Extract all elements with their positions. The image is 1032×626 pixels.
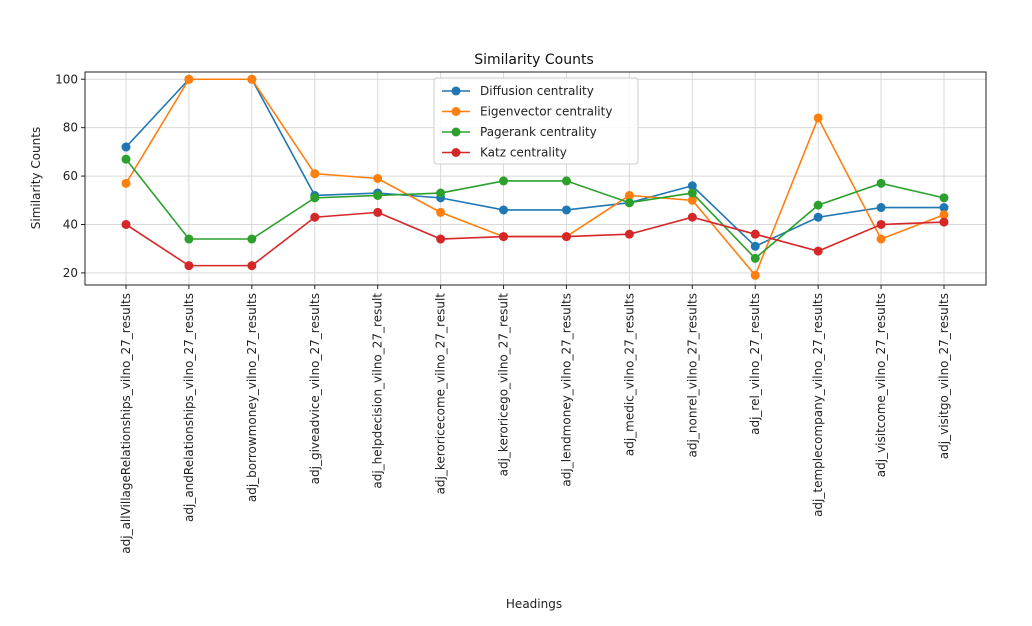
x-tick-label: adj_visitcome_vilno_27_results (874, 293, 888, 477)
series-pagerank-centrality (121, 154, 949, 263)
y-tick-label: 80 (63, 121, 78, 135)
data-point (687, 188, 697, 198)
data-point (373, 174, 383, 183)
data-point (561, 176, 571, 186)
x-tick-label: adj_nonrel_vilno_27_results (685, 293, 699, 457)
data-point (121, 154, 131, 164)
data-point (813, 200, 823, 210)
data-point (939, 217, 949, 227)
data-point (876, 234, 886, 244)
data-point (310, 193, 320, 203)
legend: Diffusion centrality Eigenvector centrali… (433, 77, 639, 165)
y-axis-title: Similarity Counts (29, 127, 43, 229)
data-point (750, 270, 760, 280)
x-tick-label: adj_andRelationships_vilno_27_results (182, 293, 196, 522)
data-point (436, 207, 446, 217)
x-axis-title: Headings (506, 597, 562, 611)
y-tick-label: 20 (63, 266, 78, 280)
data-point (687, 181, 697, 191)
legend-label: Diffusion centrality (480, 84, 594, 98)
data-point (184, 261, 194, 271)
data-point (499, 232, 509, 242)
axes: 20 40 60 80 100 adj_allVillageRelationships_v… (55, 71, 987, 554)
data-point (121, 142, 131, 152)
legend-label: Eigenvector centrality (480, 105, 612, 119)
data-point (310, 169, 320, 179)
series-katz-centrality (121, 207, 949, 271)
plot-frame (84, 71, 987, 286)
data-point (876, 219, 886, 229)
data-point (939, 210, 949, 220)
y-tick-label: 40 (63, 217, 78, 231)
data-point (939, 193, 949, 203)
legend-item: Diffusion centrality (442, 84, 594, 98)
data-point (499, 205, 509, 215)
legend-marker (451, 86, 461, 96)
legend-item: Pagerank centrality (442, 125, 597, 139)
data-point (624, 190, 634, 200)
data-point (939, 203, 949, 213)
data-point (247, 234, 257, 244)
x-tick-label: adj_keroricecome_vilno_27_result (434, 293, 448, 495)
series-line (125, 158, 945, 260)
legend-label: Katz centrality (480, 146, 567, 160)
data-point (750, 229, 760, 239)
data-point (561, 205, 571, 215)
data-point (813, 212, 823, 222)
x-tick-label: adj_templecompany_vilno_27_results (811, 293, 825, 517)
x-tick-label: adj_medic_vilno_27_results (622, 293, 636, 456)
data-point (436, 188, 446, 198)
series-line (125, 211, 945, 267)
data-point (687, 212, 697, 222)
data-point (876, 203, 886, 213)
x-tick-label: adj_giveadvice_vilno_27_results (308, 293, 322, 484)
data-point (813, 113, 823, 123)
x-tick-label: adj_visitgo_vilno_27_results (937, 293, 951, 459)
data-point (373, 190, 383, 200)
legend-marker (451, 127, 461, 137)
y-tick-label: 100 (55, 72, 78, 86)
data-point (624, 229, 634, 239)
series-line (125, 78, 944, 248)
x-tick-label: adj_keroricego_vilno_27_result (497, 293, 511, 477)
data-point (247, 261, 257, 271)
data-point (687, 195, 697, 205)
x-tick-label: adj_lendmoney_vilno_27_results (559, 293, 573, 487)
series-layer (121, 74, 949, 280)
chart-title: Similarity Counts (474, 52, 594, 68)
y-tick-label: 60 (63, 169, 78, 183)
x-tick-label: adj_rel_vilno_27_results (748, 293, 762, 435)
x-tick-label: adj_borrowmoney_vilno_27_results (245, 293, 259, 502)
data-point (750, 241, 760, 251)
data-point (184, 234, 194, 244)
data-point (184, 74, 194, 84)
legend-marker (451, 148, 461, 157)
legend-marker (451, 107, 461, 116)
data-point (750, 253, 760, 263)
legend-item: Eigenvector centrality (442, 105, 612, 119)
data-point (373, 207, 383, 217)
data-point (121, 219, 131, 229)
data-point (876, 178, 886, 188)
legend-box (433, 77, 639, 165)
data-point (561, 232, 571, 242)
legend-label: Pagerank centrality (480, 125, 597, 139)
data-point (310, 212, 320, 222)
data-point (813, 246, 823, 256)
data-point (499, 176, 509, 186)
data-point (121, 178, 131, 188)
legend-item: Katz centrality (442, 146, 567, 160)
x-tick-label: adj_helpdecision_vilno_27_result (371, 293, 385, 489)
data-point (624, 198, 634, 208)
data-point (247, 74, 257, 84)
x-tick-label: adj_allVillageRelationships_vilno_27_res… (119, 293, 133, 554)
data-point (436, 234, 446, 244)
